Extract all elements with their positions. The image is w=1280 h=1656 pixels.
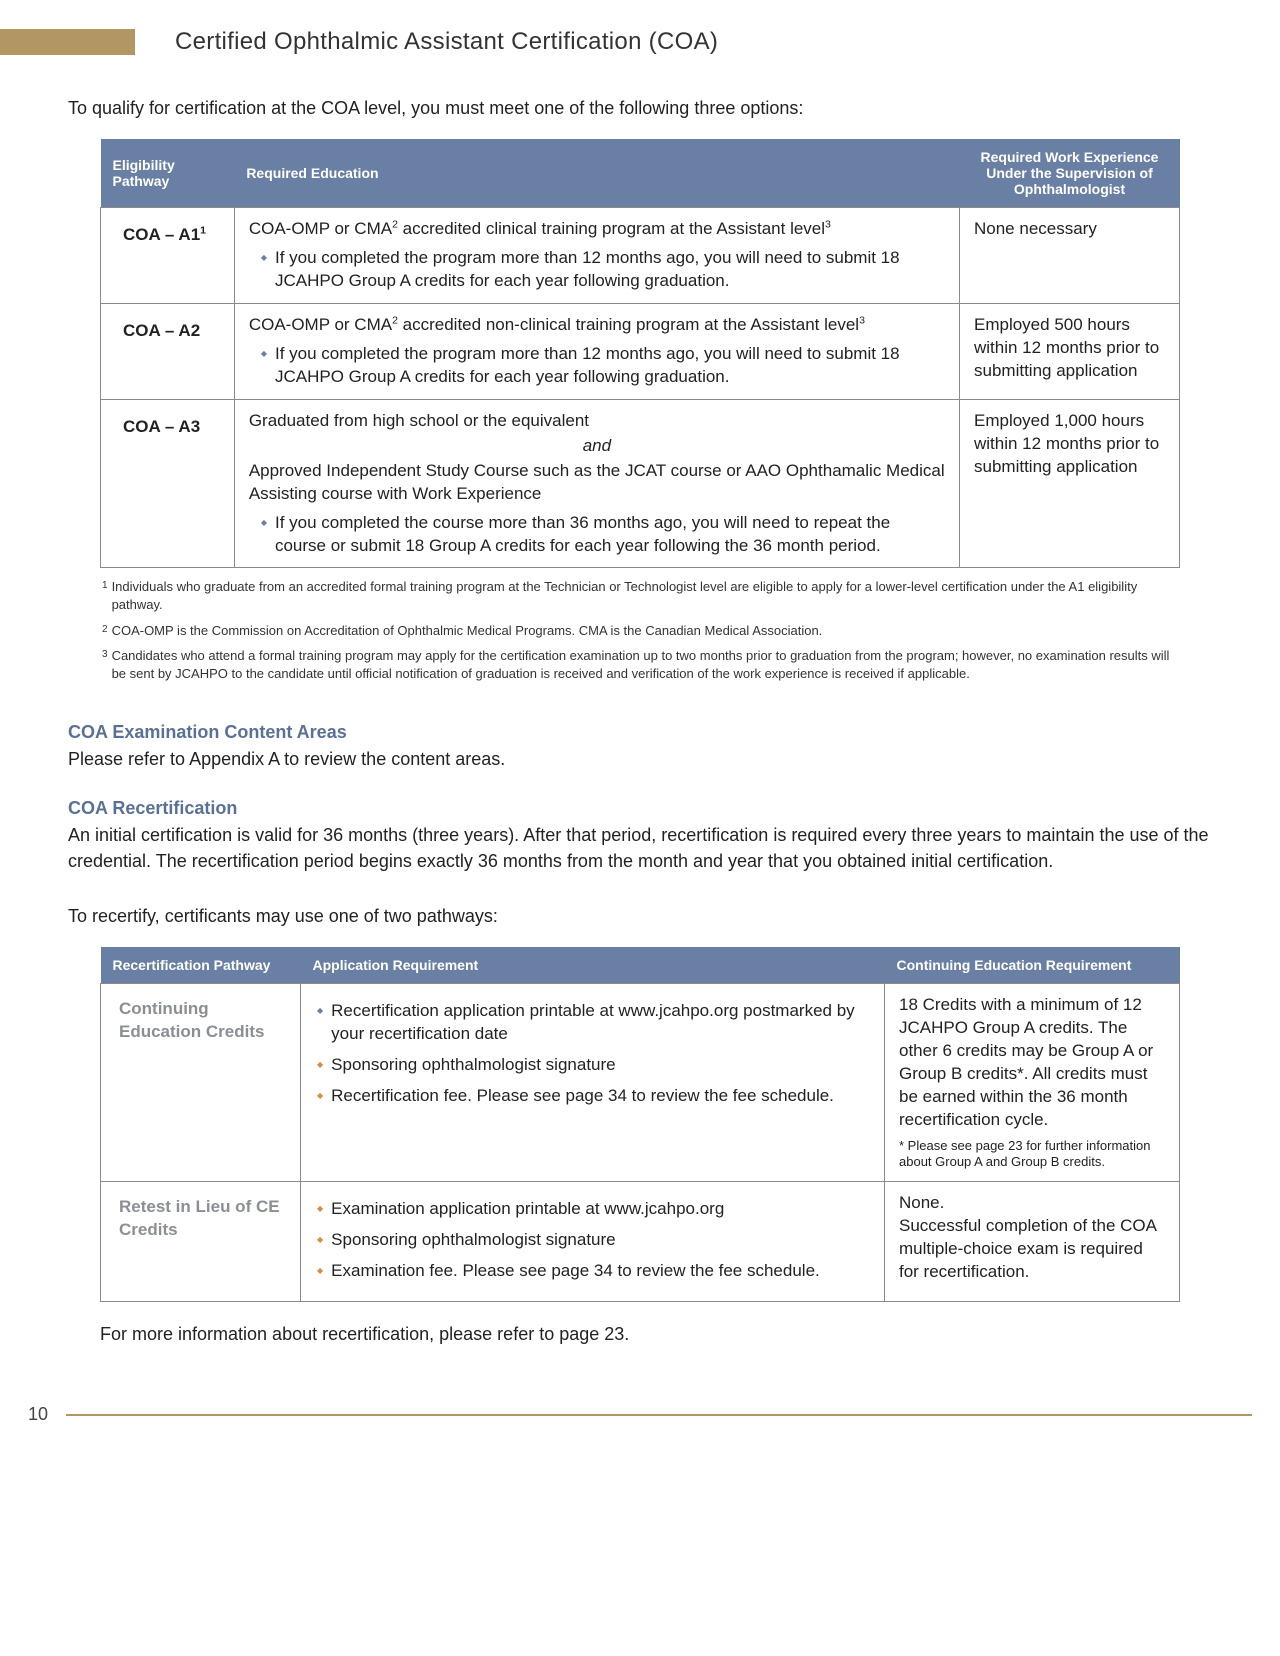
workexp-cell: None necessary: [960, 208, 1180, 304]
pathway-cell: COA – A3: [101, 399, 235, 568]
gold-accent-bar: [0, 29, 135, 55]
pathway-cell: COA – A11: [101, 208, 235, 304]
page-title: Certified Ophthalmic Assistant Certifica…: [175, 28, 718, 56]
col-workexp: Required Work Experience Under the Super…: [960, 139, 1180, 208]
content-areas-head: COA Examination Content Areas: [68, 722, 1212, 743]
education-cell: Graduated from high school or the equiva…: [234, 399, 959, 568]
col-pathway: Eligibility Pathway: [101, 139, 235, 208]
appreq-cell: Recertification application printable at…: [301, 983, 885, 1181]
more-info: For more information about recertificati…: [100, 1322, 1180, 1347]
workexp-cell: Employed 1,000 hours within 12 months pr…: [960, 399, 1180, 568]
recert-pathway-cell: Continuing Education Credits: [101, 983, 301, 1181]
col-cereq: Continuing Education Requirement: [885, 947, 1180, 984]
eligibility-table: Eligibility Pathway Required Education R…: [100, 139, 1180, 568]
recert-table: Recertification Pathway Application Requ…: [100, 947, 1180, 1302]
education-cell: COA-OMP or CMA2 accredited non-clinical …: [234, 304, 959, 400]
appreq-cell: Examination application printable at www…: [301, 1182, 885, 1302]
intro-text: To qualify for certification at the COA …: [68, 96, 1212, 121]
page-number: 10: [28, 1404, 48, 1425]
col-recert-pathway: Recertification Pathway: [101, 947, 301, 984]
workexp-cell: Employed 500 hours within 12 months prio…: [960, 304, 1180, 400]
col-education: Required Education: [234, 139, 959, 208]
page-header: Certified Ophthalmic Assistant Certifica…: [0, 28, 1280, 56]
education-cell: COA-OMP or CMA2 accredited clinical trai…: [234, 208, 959, 304]
cereq-cell: 18 Credits with a minimum of 12 JCAHPO G…: [885, 983, 1180, 1181]
footnotes: 1Individuals who graduate from an accred…: [102, 578, 1178, 682]
page-footer: 10: [0, 1404, 1280, 1425]
recert-intro: To recertify, certificants may use one o…: [68, 904, 1212, 929]
recert-pathway-cell: Retest in Lieu of CE Credits: [101, 1182, 301, 1302]
col-appreq: Application Requirement: [301, 947, 885, 984]
content-areas-text: Please refer to Appendix A to review the…: [68, 747, 1212, 772]
recert-head: COA Recertification: [68, 798, 1212, 819]
footer-gold-line: [66, 1414, 1252, 1416]
recert-text: An initial certification is valid for 36…: [68, 823, 1212, 873]
cereq-cell: None.Successful completion of the COA mu…: [885, 1182, 1180, 1302]
pathway-cell: COA – A2: [101, 304, 235, 400]
